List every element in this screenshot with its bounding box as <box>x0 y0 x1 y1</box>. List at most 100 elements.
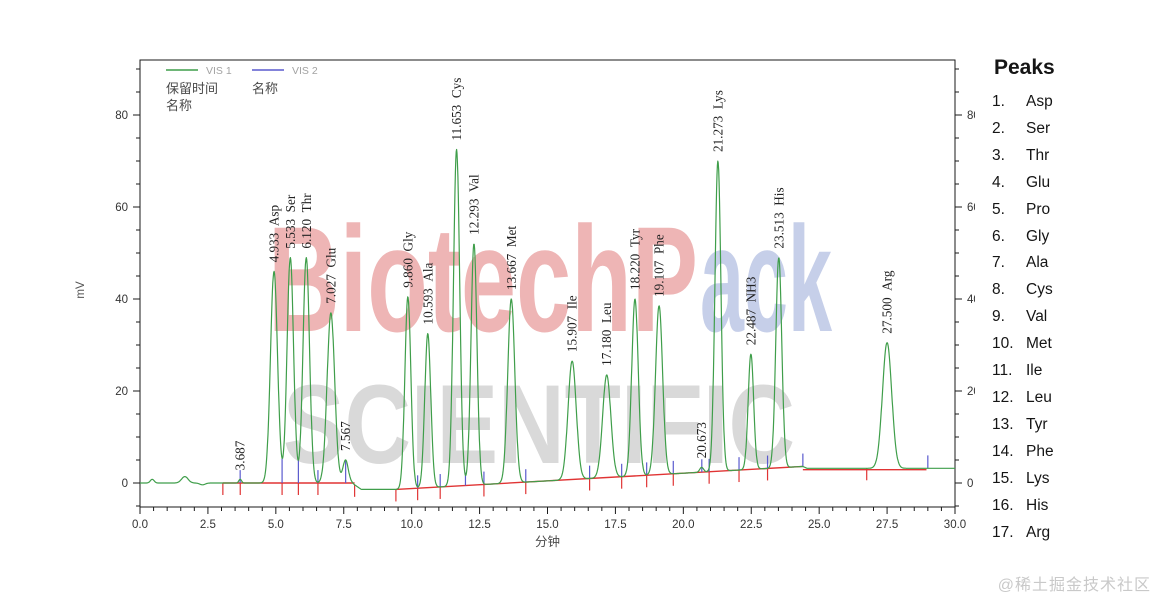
legend-vis1-field2: 名称 <box>166 98 192 113</box>
peak-label: 7.567 <box>338 421 353 451</box>
peak-list-item: 17. Arg <box>992 520 1158 547</box>
y-tick-label-right: 80 <box>967 110 975 122</box>
peak-list-name: Leu <box>1026 388 1052 406</box>
peak-list-number: 2. <box>992 119 1005 137</box>
peak-list-name: Lys <box>1026 469 1050 487</box>
x-tick-label: 0.0 <box>132 519 148 531</box>
x-tick-label: 17.5 <box>604 519 626 531</box>
peak-list-number: 12. <box>992 388 1014 406</box>
peaks-panel: Peaks 1. Asp 2. Ser 3. Thr 4. Glu 5. Pro 6. Gly 7. Al… <box>992 56 1158 546</box>
x-tick-label: 27.5 <box>876 519 898 531</box>
peak-label: 18.220 Tyr <box>627 228 642 290</box>
peak-label: 19.107 Phe <box>652 234 667 297</box>
peak-list-item: 13. Tyr <box>992 412 1158 439</box>
community-watermark: @稀土掘金技术社区 <box>997 577 1151 594</box>
peak-list-item: 12. Leu <box>992 385 1158 412</box>
peak-list-item: 10. Met <box>992 331 1158 358</box>
peak-list-name: Glu <box>1026 173 1051 191</box>
peak-list-name: Pro <box>1026 200 1051 218</box>
peak-list-name: Ser <box>1026 119 1051 137</box>
peak-list-number: 4. <box>992 173 1005 191</box>
x-tick-label: 5.0 <box>268 519 284 531</box>
legend-vis1-label: VIS 1 <box>206 65 232 77</box>
peak-label: 10.593 Ala <box>420 262 435 324</box>
peak-list-name: Val <box>1026 308 1048 326</box>
peak-list-name: His <box>1026 496 1049 514</box>
peak-list-name: Ile <box>1026 362 1043 380</box>
peak-list-item: 11. Ile <box>992 358 1158 385</box>
peak-list-number: 15. <box>992 469 1014 487</box>
x-tick-label: 22.5 <box>740 519 762 531</box>
peak-list-number: 8. <box>992 281 1005 299</box>
x-tick-label: 20.0 <box>672 519 694 531</box>
y-tick-label-right: 0 <box>967 478 973 490</box>
peak-list-number: 6. <box>992 227 1005 245</box>
peak-label: 9.860 Gly <box>400 231 415 287</box>
peak-label: 7.027 Glu <box>323 247 338 303</box>
peak-label: 4.933 Asp <box>267 204 282 262</box>
peak-list-number: 3. <box>992 146 1005 164</box>
peak-list-number: 11. <box>992 362 1013 380</box>
y-tick-label-right: 60 <box>967 202 975 214</box>
peak-label: 13.667 Met <box>504 226 519 290</box>
peak-label: 22.487 NH3 <box>743 276 758 345</box>
x-axis-title: 分钟 <box>535 534 560 549</box>
peak-list-number: 9. <box>992 308 1005 326</box>
vis1-trace <box>139 148 956 490</box>
peak-list-name: Cys <box>1026 281 1053 299</box>
peak-label: 21.273 Lys <box>710 90 725 152</box>
peak-label: 12.293 Val <box>466 174 481 235</box>
peaks-panel-title: Peaks <box>994 56 1055 79</box>
peak-label: 5.533 Ser <box>283 194 298 248</box>
brand-watermark-line2: SCIENTIFIC <box>283 362 795 487</box>
peak-list-name: Arg <box>1026 523 1051 541</box>
peak-list-name: Tyr <box>1026 415 1048 433</box>
legend-vis1-field1: 保留时间 <box>166 81 218 96</box>
y-tick-label-right: 20 <box>967 386 975 398</box>
peak-list-name: Gly <box>1026 227 1050 245</box>
peaks-list: 1. Asp 2. Ser 3. Thr 4. Glu 5. Pro 6. Gly 7. Ala 8. Cys… <box>992 89 1158 546</box>
peak-list-item: 16. His <box>992 493 1158 520</box>
peak-label: 17.180 Leu <box>599 302 614 366</box>
peak-list-number: 10. <box>992 335 1014 353</box>
legend-vis2-field1: 名称 <box>252 81 278 96</box>
peak-list-item: 9. Val <box>992 304 1158 331</box>
y-axis-title: mV <box>75 281 87 299</box>
x-tick-label: 12.5 <box>468 519 490 531</box>
peak-list-item: 2. Ser <box>992 116 1158 143</box>
peak-list-name: Phe <box>1026 442 1054 460</box>
chromatogram: BiotechP ack SCIENTIFIC 0.0 2.5 5.0 7.5 10.0 12.… <box>75 59 980 549</box>
y-tick-label-right: 40 <box>967 294 975 306</box>
x-tick-label: 30.0 <box>944 519 966 531</box>
peak-list-number: 16. <box>992 496 1014 514</box>
y-tick-label-left: 20 <box>115 386 128 398</box>
peak-list-number: 7. <box>992 254 1005 272</box>
peak-list-name: Asp <box>1026 93 1053 110</box>
y-tick-label-left: 0 <box>122 478 128 490</box>
peak-list-item: 8. Cys <box>992 277 1158 304</box>
brand-watermark-part1: BiotechP <box>268 195 698 363</box>
peak-label: 23.513 His <box>771 187 786 248</box>
peak-label: 11.653 Cys <box>449 78 464 141</box>
peak-label: 3.687 <box>233 440 248 470</box>
y-tick-label-left: 60 <box>115 202 128 214</box>
peak-label: 27.500 Arg <box>880 270 895 334</box>
x-tick-label: 25.0 <box>808 519 830 531</box>
peak-list-name: Ala <box>1026 254 1049 272</box>
peak-label: 15.907 Ile <box>565 295 580 352</box>
legend-vis2-label: VIS 2 <box>292 65 318 77</box>
peak-list-name: Thr <box>1026 146 1050 164</box>
peak-label: 6.120 Thr <box>299 193 314 249</box>
x-tick-label: 15.0 <box>536 519 558 531</box>
peak-list-item: 3. Thr <box>992 143 1158 170</box>
peak-list-item: 7. Ala <box>992 250 1158 277</box>
x-tick-label: 10.0 <box>400 519 422 531</box>
x-tick-label: 7.5 <box>336 519 352 531</box>
y-tick-label-left: 40 <box>115 294 128 306</box>
peak-list-item: 14. Phe <box>992 439 1158 466</box>
peak-list-number: 1. <box>992 93 1005 110</box>
peak-list-number: 13. <box>992 415 1014 433</box>
peak-list-item: 15. Lys <box>992 466 1158 493</box>
x-tick-label: 2.5 <box>200 519 216 531</box>
